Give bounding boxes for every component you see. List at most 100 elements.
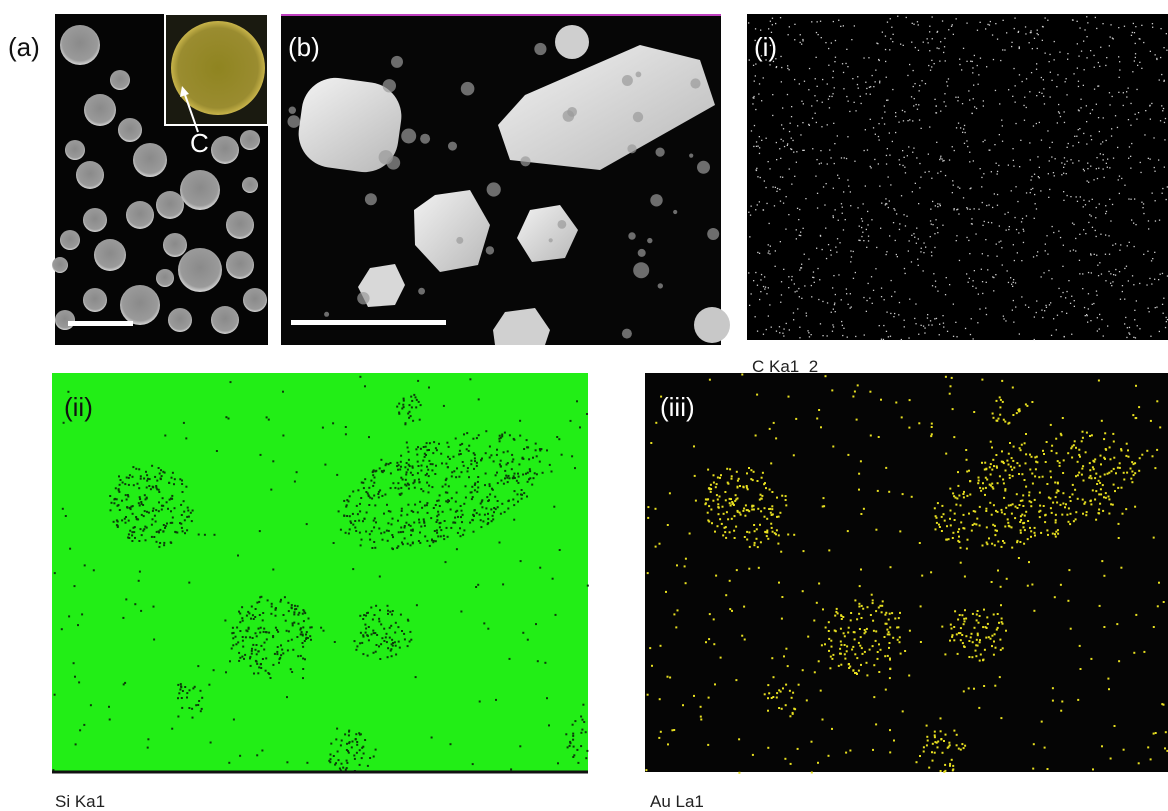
dot	[187, 510, 189, 512]
dot	[785, 495, 787, 497]
dot	[1098, 85, 1099, 86]
dot	[835, 611, 837, 613]
dot	[502, 583, 504, 585]
dot	[898, 617, 900, 619]
dot	[500, 480, 502, 482]
dot	[1118, 56, 1119, 57]
dot	[439, 526, 441, 528]
dot	[1131, 481, 1133, 483]
dot	[1054, 41, 1055, 42]
dot	[997, 570, 999, 572]
particle	[120, 285, 160, 325]
dot	[909, 64, 910, 65]
dot	[572, 724, 574, 726]
dot	[387, 613, 389, 615]
dot	[850, 612, 852, 614]
dot	[1092, 768, 1094, 770]
dot	[1119, 467, 1121, 469]
dot	[986, 282, 987, 283]
dot	[151, 524, 153, 526]
dot	[970, 636, 972, 638]
dot	[1035, 461, 1037, 463]
dot	[942, 160, 943, 161]
dot	[1058, 231, 1059, 232]
panel-label: (ii)	[64, 392, 93, 422]
dot	[840, 614, 842, 616]
dot	[885, 689, 887, 691]
dot	[749, 546, 751, 548]
dot	[1031, 189, 1032, 190]
dot	[1070, 500, 1072, 502]
dot	[844, 635, 846, 637]
dot	[800, 235, 801, 236]
particle	[487, 182, 501, 196]
dot	[945, 734, 947, 736]
dot	[477, 584, 479, 586]
dot	[982, 293, 983, 294]
dot	[349, 528, 351, 530]
dot	[755, 209, 756, 210]
dot	[872, 602, 874, 604]
dot	[933, 273, 934, 274]
dot	[717, 477, 719, 479]
dot	[986, 66, 987, 67]
dot	[986, 479, 988, 481]
dot	[765, 487, 767, 489]
dot	[1073, 249, 1074, 250]
dot	[417, 461, 419, 463]
dot	[247, 611, 249, 613]
dot	[521, 498, 523, 500]
dot	[1004, 49, 1005, 50]
dot	[258, 666, 260, 668]
dot	[147, 478, 149, 480]
dot	[828, 621, 830, 623]
dot	[369, 757, 371, 759]
dot	[1087, 163, 1088, 164]
dot	[1086, 105, 1087, 106]
dot	[948, 29, 949, 30]
dot	[542, 472, 544, 474]
dot	[949, 518, 951, 520]
dot	[801, 101, 802, 102]
dot	[996, 163, 997, 164]
dot	[1158, 279, 1159, 280]
dot	[859, 240, 860, 241]
dot	[153, 639, 155, 641]
dot	[1008, 525, 1010, 527]
dot	[852, 396, 854, 398]
dot	[399, 647, 401, 649]
dot	[1006, 230, 1007, 231]
dot	[1075, 518, 1077, 520]
dot	[447, 466, 449, 468]
dot	[1083, 85, 1084, 86]
dot	[979, 615, 981, 617]
dot	[1067, 161, 1068, 162]
dot	[776, 331, 777, 332]
dot	[764, 507, 766, 509]
dot	[1126, 337, 1127, 338]
dot	[1096, 104, 1097, 105]
dot	[382, 471, 384, 473]
dot	[999, 639, 1001, 641]
dot	[367, 655, 369, 657]
dot	[1020, 529, 1022, 531]
dot	[355, 733, 357, 735]
dot	[469, 522, 471, 524]
panel-iii	[645, 373, 1168, 772]
dot	[885, 198, 886, 199]
dot	[374, 632, 376, 634]
dot	[897, 256, 898, 257]
dot	[786, 323, 787, 324]
dot	[828, 638, 830, 640]
dot	[1122, 291, 1123, 292]
dot	[1031, 72, 1032, 73]
dot	[293, 611, 295, 613]
dot	[981, 186, 982, 187]
dot	[396, 465, 398, 467]
dot	[1062, 292, 1063, 293]
dot	[166, 523, 168, 525]
dot	[1154, 252, 1155, 253]
panel-label: (iii)	[660, 392, 695, 422]
dot	[504, 477, 506, 479]
dot	[797, 125, 798, 126]
